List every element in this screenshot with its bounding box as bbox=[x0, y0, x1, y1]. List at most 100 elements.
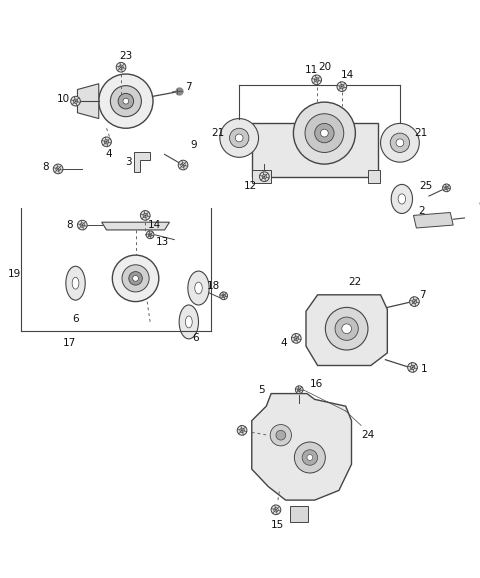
Polygon shape bbox=[133, 153, 150, 172]
Circle shape bbox=[390, 133, 409, 153]
Text: 7: 7 bbox=[185, 81, 192, 92]
Polygon shape bbox=[413, 213, 453, 228]
Circle shape bbox=[181, 163, 185, 167]
Circle shape bbox=[409, 297, 420, 306]
Text: 17: 17 bbox=[63, 338, 76, 348]
Text: 21: 21 bbox=[415, 128, 428, 138]
Circle shape bbox=[229, 128, 249, 147]
Text: 2: 2 bbox=[418, 206, 424, 216]
Text: 25: 25 bbox=[420, 181, 432, 191]
Circle shape bbox=[314, 77, 319, 82]
Circle shape bbox=[132, 276, 138, 281]
Circle shape bbox=[337, 81, 347, 91]
Circle shape bbox=[408, 362, 417, 372]
Circle shape bbox=[302, 450, 318, 465]
Circle shape bbox=[240, 428, 244, 432]
Circle shape bbox=[412, 299, 417, 304]
Circle shape bbox=[73, 99, 78, 103]
Text: 16: 16 bbox=[310, 379, 323, 389]
Ellipse shape bbox=[188, 271, 209, 305]
Circle shape bbox=[262, 175, 266, 179]
Text: 21: 21 bbox=[211, 128, 225, 138]
Bar bbox=[290, 506, 308, 523]
Circle shape bbox=[305, 114, 344, 153]
Circle shape bbox=[141, 210, 150, 220]
Circle shape bbox=[129, 272, 143, 285]
Circle shape bbox=[237, 425, 247, 435]
Text: 18: 18 bbox=[206, 281, 220, 291]
Circle shape bbox=[312, 75, 322, 85]
Text: 1: 1 bbox=[421, 364, 428, 375]
Text: 11: 11 bbox=[305, 65, 318, 75]
Circle shape bbox=[102, 137, 111, 147]
Text: 6: 6 bbox=[72, 314, 79, 324]
Text: 24: 24 bbox=[361, 430, 374, 440]
Text: 12: 12 bbox=[244, 181, 257, 191]
Circle shape bbox=[294, 336, 299, 340]
Circle shape bbox=[118, 94, 133, 109]
Text: 22: 22 bbox=[348, 277, 361, 287]
Text: 15: 15 bbox=[271, 520, 285, 530]
Circle shape bbox=[325, 307, 368, 350]
Polygon shape bbox=[252, 394, 351, 500]
Circle shape bbox=[220, 118, 259, 157]
Bar bbox=[252, 124, 378, 177]
Circle shape bbox=[293, 102, 355, 164]
Circle shape bbox=[307, 454, 313, 461]
Circle shape bbox=[77, 220, 87, 230]
Ellipse shape bbox=[391, 184, 412, 213]
Text: 4: 4 bbox=[105, 149, 112, 160]
Circle shape bbox=[443, 184, 450, 192]
Circle shape bbox=[116, 62, 126, 72]
Polygon shape bbox=[77, 84, 99, 118]
Circle shape bbox=[220, 292, 228, 299]
Circle shape bbox=[315, 124, 334, 143]
Circle shape bbox=[260, 172, 269, 181]
Circle shape bbox=[222, 294, 226, 298]
Polygon shape bbox=[102, 222, 169, 230]
Ellipse shape bbox=[195, 282, 202, 294]
Circle shape bbox=[146, 231, 154, 239]
Text: 8: 8 bbox=[66, 220, 73, 230]
Circle shape bbox=[148, 233, 152, 236]
Ellipse shape bbox=[398, 194, 406, 204]
Text: 19: 19 bbox=[8, 269, 21, 279]
Circle shape bbox=[119, 65, 123, 69]
Circle shape bbox=[112, 255, 159, 302]
Circle shape bbox=[276, 431, 286, 440]
Text: 9: 9 bbox=[191, 140, 197, 150]
Circle shape bbox=[104, 140, 108, 144]
Circle shape bbox=[445, 186, 448, 190]
Circle shape bbox=[271, 505, 281, 514]
Text: 14: 14 bbox=[341, 70, 354, 80]
Text: 6: 6 bbox=[192, 334, 199, 343]
Circle shape bbox=[335, 317, 358, 340]
Circle shape bbox=[468, 213, 476, 221]
Circle shape bbox=[321, 129, 328, 137]
Text: 5: 5 bbox=[258, 385, 265, 395]
Circle shape bbox=[123, 98, 129, 104]
Circle shape bbox=[99, 74, 153, 128]
Polygon shape bbox=[306, 295, 387, 365]
Circle shape bbox=[56, 166, 60, 171]
Circle shape bbox=[298, 388, 301, 391]
Text: 9: 9 bbox=[478, 201, 480, 211]
Text: 8: 8 bbox=[42, 162, 49, 172]
Bar bbox=[368, 170, 380, 183]
Circle shape bbox=[80, 223, 84, 227]
Text: 23: 23 bbox=[119, 51, 132, 61]
Circle shape bbox=[470, 216, 473, 219]
Circle shape bbox=[340, 84, 344, 89]
Circle shape bbox=[291, 334, 301, 343]
Circle shape bbox=[143, 213, 147, 217]
Circle shape bbox=[274, 507, 278, 512]
Ellipse shape bbox=[185, 316, 192, 328]
Circle shape bbox=[396, 139, 404, 147]
Text: 20: 20 bbox=[318, 62, 331, 72]
Ellipse shape bbox=[66, 266, 85, 300]
Circle shape bbox=[122, 265, 149, 292]
Text: 3: 3 bbox=[125, 157, 132, 167]
Circle shape bbox=[410, 365, 415, 369]
Circle shape bbox=[295, 386, 303, 394]
Circle shape bbox=[294, 442, 325, 473]
